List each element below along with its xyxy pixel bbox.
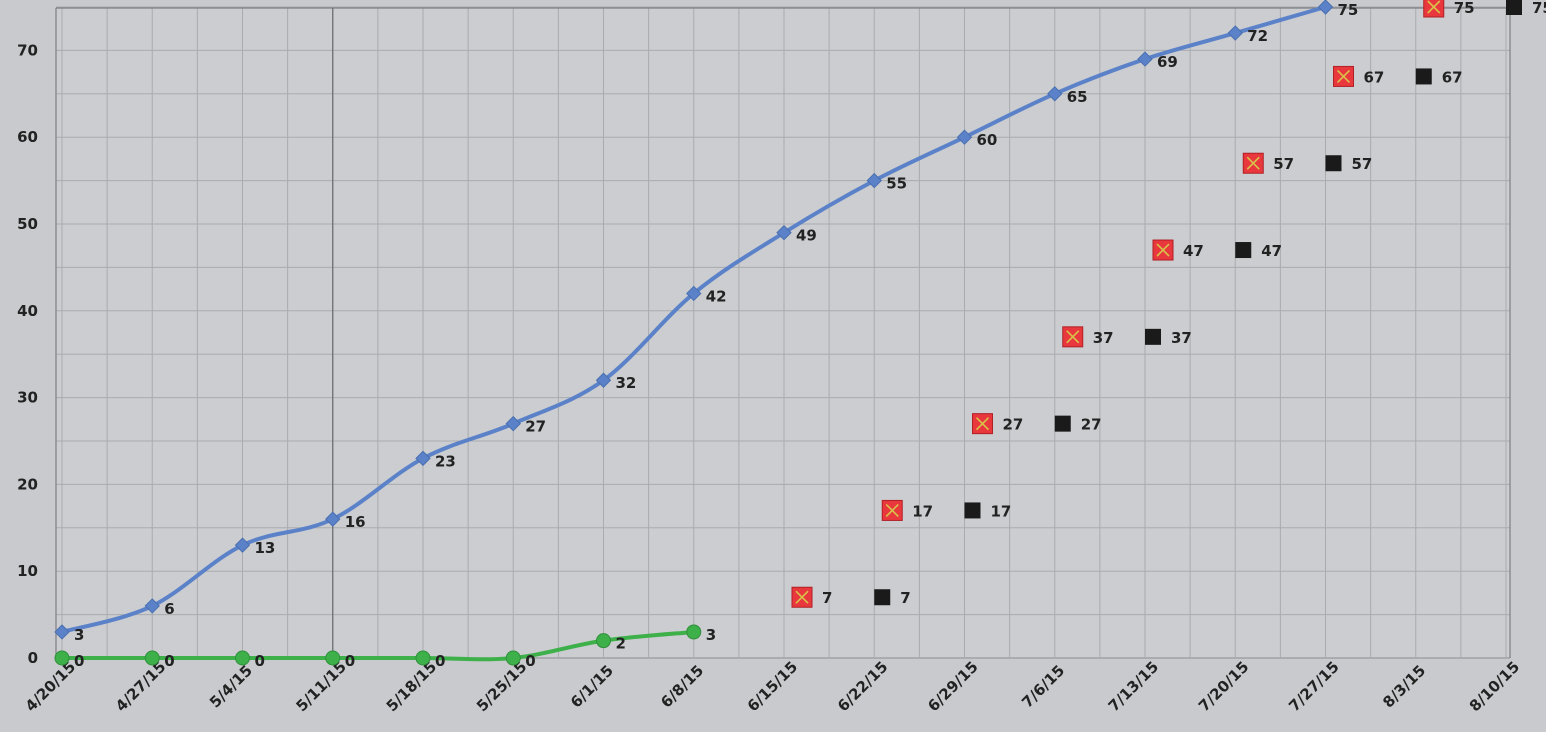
data-label: 37 — [1171, 329, 1192, 347]
y-tick-label: 20 — [17, 475, 38, 493]
data-label: 17 — [912, 502, 933, 520]
data-label: 7 — [900, 589, 910, 607]
circle-marker — [326, 651, 340, 665]
x-tick-label: 7/13/15 — [1105, 658, 1162, 715]
y-tick-label: 40 — [17, 302, 38, 320]
x-tick-label: 8/3/15 — [1379, 661, 1429, 711]
x-tick-label: 5/25/15 — [473, 658, 530, 715]
data-label: 67 — [1442, 68, 1463, 86]
x-tick-label: 7/6/15 — [1018, 661, 1068, 711]
data-label: 3 — [74, 626, 84, 644]
data-label: 0 — [435, 652, 445, 670]
x-square-marker — [1063, 327, 1083, 347]
data-label: 0 — [164, 652, 174, 670]
data-label: 55 — [886, 175, 907, 193]
y-tick-label: 30 — [17, 389, 38, 407]
data-label: 47 — [1261, 242, 1282, 260]
x-tick-label: 7/20/15 — [1195, 658, 1252, 715]
x-tick-label: 6/1/15 — [567, 661, 617, 711]
data-label: 0 — [74, 652, 84, 670]
x-square-box — [1424, 0, 1444, 17]
y-axis-ticks: 0 10 20 30 40 50 60 70 — [17, 41, 38, 667]
x-tick-label: 5/11/15 — [293, 658, 350, 715]
x-tick-label: 4/27/15 — [112, 658, 169, 715]
x-axis-ticks: 4/20/15 4/27/15 5/4/15 5/11/15 5/18/15 5/25/1… — [22, 658, 1523, 715]
data-label: 60 — [977, 131, 998, 149]
x-tick-label: 5/18/15 — [383, 658, 440, 715]
data-label: 69 — [1157, 53, 1178, 71]
x-square-marker — [792, 587, 812, 607]
square-marker — [1506, 0, 1522, 15]
data-label: 0 — [255, 652, 265, 670]
circle-marker — [687, 625, 701, 639]
data-label: 3 — [706, 626, 716, 644]
circle-marker — [597, 634, 611, 648]
data-label: 75 — [1532, 0, 1546, 17]
data-label: 2 — [616, 635, 626, 653]
data-label: 32 — [616, 374, 637, 392]
data-label: 27 — [1003, 416, 1024, 434]
x-tick-label: 6/8/15 — [657, 661, 707, 711]
data-label: 23 — [435, 452, 456, 470]
square-marker — [965, 502, 981, 518]
data-label: 57 — [1273, 155, 1294, 173]
square-marker — [874, 589, 890, 605]
x-square-marker — [1334, 66, 1354, 86]
x-square-marker — [1424, 0, 1444, 17]
data-label: 72 — [1247, 27, 1268, 45]
data-label: 0 — [345, 652, 355, 670]
data-label: 65 — [1067, 88, 1088, 106]
data-label: 49 — [796, 227, 817, 245]
circle-marker — [145, 651, 159, 665]
x-square-marker — [882, 500, 902, 520]
data-label: 0 — [525, 652, 535, 670]
data-label: 75 — [1338, 1, 1359, 19]
y-tick-label: 70 — [17, 41, 38, 59]
x-tick-label: 5/4/15 — [206, 661, 256, 711]
gridlines — [56, 7, 1510, 658]
data-label: 47 — [1183, 242, 1204, 260]
data-label: 42 — [706, 287, 727, 305]
data-label: 17 — [991, 502, 1012, 520]
y-tick-label: 50 — [17, 215, 38, 233]
x-tick-label: 7/27/15 — [1285, 658, 1342, 715]
x-square-marker — [1243, 153, 1263, 173]
y-tick-label: 0 — [28, 649, 38, 667]
square-marker — [1055, 416, 1071, 432]
y-tick-label: 60 — [17, 128, 38, 146]
data-label: 27 — [1081, 416, 1102, 434]
circle-marker — [55, 651, 69, 665]
plot-area — [56, 8, 1510, 658]
data-label: 16 — [345, 513, 366, 531]
x-square-marker — [973, 414, 993, 434]
x-tick-label: 6/22/15 — [834, 658, 891, 715]
square-marker — [1145, 329, 1161, 345]
y-tick-label: 10 — [17, 562, 38, 580]
data-label: 57 — [1352, 155, 1373, 173]
data-label: 67 — [1364, 68, 1385, 86]
data-label: 6 — [164, 600, 174, 618]
data-label: 13 — [255, 539, 276, 557]
data-label: 37 — [1093, 329, 1114, 347]
square-marker — [1235, 242, 1251, 258]
circle-marker — [236, 651, 250, 665]
data-label: 7 — [822, 589, 832, 607]
circle-marker — [416, 651, 430, 665]
x-tick-label: 8/10/15 — [1466, 658, 1523, 715]
square-marker — [1416, 68, 1432, 84]
circle-marker — [506, 651, 520, 665]
x-square-marker — [1153, 240, 1173, 260]
x-tick-label: 6/15/15 — [744, 658, 801, 715]
data-label: 75 — [1454, 0, 1475, 17]
x-tick-label: 6/29/15 — [924, 658, 981, 715]
data-label: 27 — [525, 418, 546, 436]
square-marker — [1326, 155, 1342, 171]
